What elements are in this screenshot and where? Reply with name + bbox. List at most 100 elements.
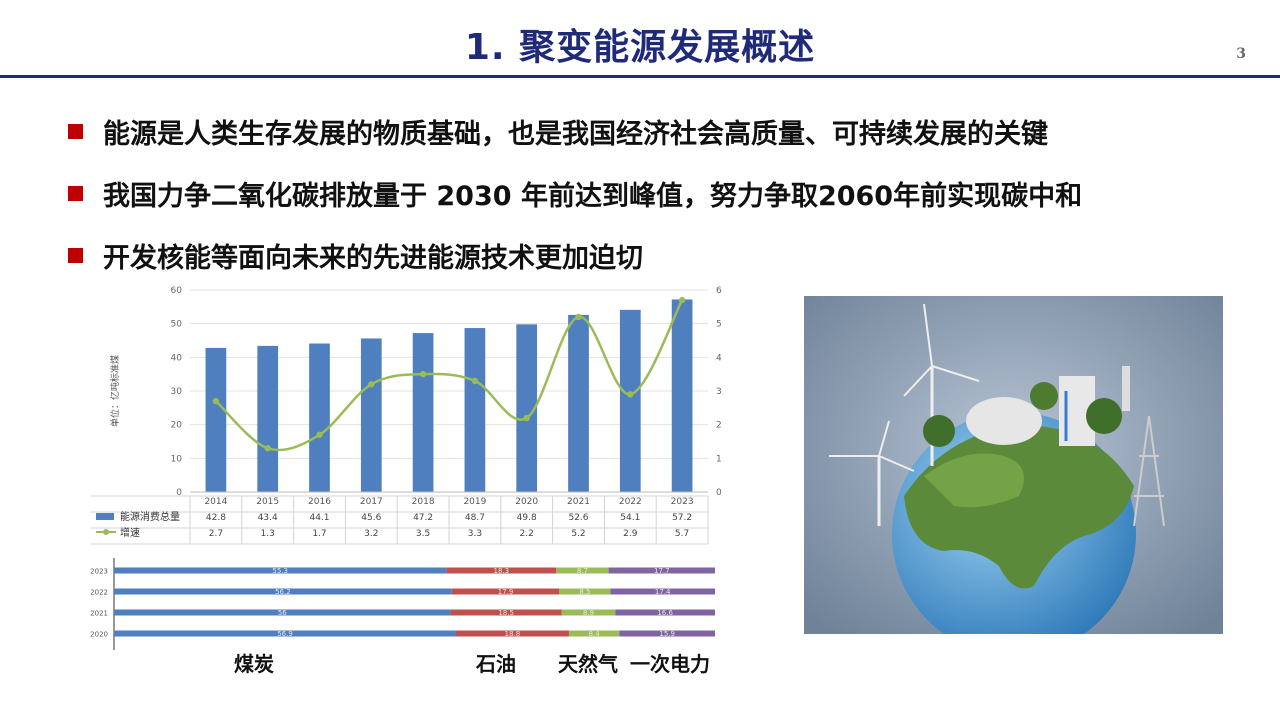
growth-point: [523, 414, 530, 422]
table-value: 44.1: [309, 513, 329, 523]
bar: [205, 347, 227, 492]
stacked-segment: [114, 588, 452, 595]
y-tick-label: 60: [171, 286, 183, 296]
row-label: 2022: [90, 589, 108, 597]
y2-tick-label: 4: [716, 353, 722, 363]
table-value: 2.9: [623, 529, 638, 539]
bullet-item: 我国力争二氧化碳排放量于 2030 年前达到峰值，努力争取2060年前实现碳中和: [68, 162, 1268, 224]
table-value: 2.7: [209, 529, 223, 539]
bullet-text: 开发核能等面向未来的先进能源技术更加迫切: [103, 242, 643, 274]
stacked-segment: [450, 609, 562, 616]
x-tick-label: 2018: [412, 497, 435, 507]
table-value: 42.8: [206, 513, 226, 523]
page-number: 3: [1236, 46, 1246, 62]
y-axis-label: 单位：亿吨标准煤: [109, 355, 121, 427]
segment-value-label: 18.5: [498, 609, 514, 617]
x-tick-label: 2016: [308, 497, 331, 507]
growth-point: [419, 370, 427, 378]
growth-point: [678, 296, 686, 304]
table-value: 1.7: [312, 529, 326, 539]
category-label-oil: 石油: [476, 652, 516, 676]
bullet-square-icon: [68, 185, 83, 201]
segment-value-label: 56.2: [275, 588, 291, 596]
y2-axis-label: 单位：%: [729, 373, 730, 409]
bar: [412, 333, 434, 492]
y2-tick-label: 3: [716, 387, 722, 397]
segment-value-label: 8.4: [589, 630, 601, 638]
table-value: 54.1: [620, 513, 640, 523]
bar: [309, 343, 330, 492]
stacked-segment: [619, 630, 715, 637]
legend-bar-swatch: [96, 513, 114, 520]
table-value: 48.7: [465, 513, 485, 523]
x-tick-label: 2017: [360, 497, 383, 507]
table-value: 2.2: [520, 529, 534, 539]
segment-value-label: 15.9: [659, 630, 675, 638]
earth-energy-illustration-svg: [804, 296, 1223, 634]
growth-point: [575, 313, 582, 321]
bullet-item: 开发核能等面向未来的先进能源技术更加迫切: [68, 224, 1268, 286]
stacked-segment: [114, 630, 456, 637]
table-value: 52.6: [568, 513, 588, 523]
table-value: 3.5: [416, 529, 430, 539]
stacked-segment: [615, 609, 715, 616]
x-tick-label: 2023: [671, 497, 694, 507]
bullet-list: 能源是人类生存发展的物质基础，也是我国经济社会高质量、可持续发展的关键 我国力争…: [68, 100, 1268, 286]
energy-mix-chart-svg: 2023 55.3 18.3 8.7 17.7 2022 56.2 17.9 8.5 17.4 20…: [90, 558, 715, 650]
stacked-segment: [455, 630, 569, 637]
growth-point: [212, 397, 220, 405]
row-label: 2020: [90, 631, 108, 639]
table-value: 5.7: [675, 529, 689, 539]
x-tick-label: 2019: [463, 497, 486, 507]
table-value: 47.2: [413, 513, 433, 523]
segment-value-label: 18.8: [505, 630, 521, 638]
bullet-square-icon: [68, 247, 83, 263]
table-value: 1.3: [261, 529, 275, 539]
stacked-segment: [561, 609, 616, 616]
energy-consumption-chart: 0 10 20 30 40 50 60 0 1 2 3 4 5 6 单位：亿吨标准煤 单位：% 2014 2015…: [80, 280, 741, 545]
segment-value-label: 56.9: [277, 630, 293, 638]
segment-value-label: 8.7: [577, 567, 588, 575]
bullet-item: 能源是人类生存发展的物质基础，也是我国经济社会高质量、可持续发展的关键: [68, 100, 1268, 162]
table-value: 45.6: [361, 513, 381, 523]
segment-value-label: 17.9: [498, 588, 514, 596]
growth-point: [471, 377, 479, 385]
table-value: 43.4: [258, 513, 278, 523]
segment-value-label: 8.5: [579, 588, 590, 596]
stacked-segment: [608, 567, 715, 574]
energy-mix-category-labels: 煤炭 石油 天然气 一次电力: [80, 648, 730, 678]
row-label: 2021: [90, 610, 108, 618]
bullet-square-icon: [68, 123, 83, 139]
y2-tick-label: 5: [716, 320, 722, 330]
y-tick-label: 10: [171, 454, 183, 464]
stacked-segment: [568, 630, 620, 637]
y2-tick-label: 2: [716, 421, 722, 431]
row-label: 2023: [90, 568, 108, 576]
segment-value-label: 17.4: [655, 588, 671, 596]
growth-point: [627, 391, 634, 398]
legend-line-marker: [103, 529, 109, 535]
category-label-primary-electricity: 一次电力: [630, 652, 710, 676]
y-tick-label: 30: [171, 387, 183, 397]
title-divider: [0, 75, 1280, 78]
y2-tick-label: 0: [716, 488, 722, 498]
table-value: 49.8: [517, 513, 537, 523]
y-tick-label: 20: [171, 421, 183, 431]
category-label-coal: 煤炭: [234, 652, 274, 676]
table-value: 57.2: [672, 513, 692, 523]
segment-value-label: 17.7: [654, 567, 670, 575]
growth-line: [215, 299, 684, 452]
bullet-text: 能源是人类生存发展的物质基础，也是我国经济社会高质量、可持续发展的关键: [103, 118, 1048, 150]
table-value: 3.3: [468, 529, 482, 539]
segment-value-label: 56: [278, 609, 287, 617]
category-label-gas: 天然气: [558, 652, 618, 676]
stacked-segment: [114, 567, 447, 574]
table-value: 5.2: [571, 529, 585, 539]
earth-energy-illustration: [804, 296, 1223, 634]
bar: [568, 314, 589, 492]
stacked-segment: [559, 588, 611, 595]
stacked-segment: [446, 567, 557, 574]
segment-value-label: 16.6: [657, 609, 673, 617]
bar: [360, 338, 382, 492]
growth-point: [368, 381, 375, 388]
